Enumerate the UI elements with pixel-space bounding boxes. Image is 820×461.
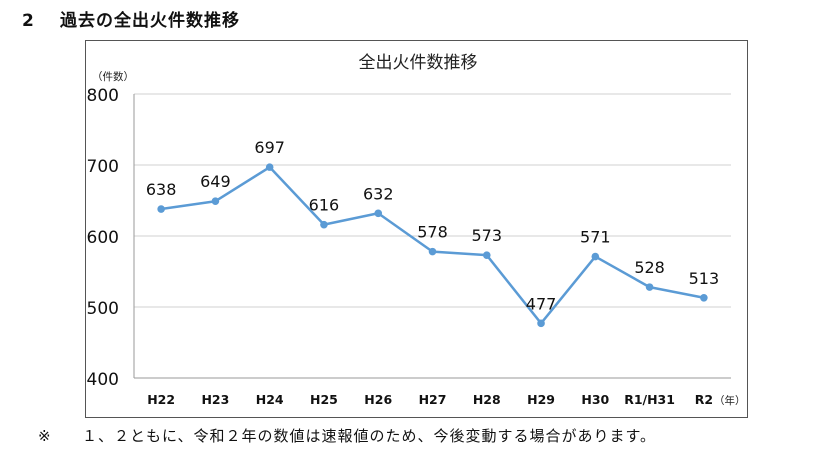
data-point [645,283,654,291]
y-tick-label: 500 [87,299,119,319]
data-label: 571 [580,228,611,247]
chart-frame [85,40,748,418]
data-label: 616 [309,196,340,215]
x-tick-label: H29 [527,392,555,407]
data-point [700,293,708,302]
footnote-mark: ※ [38,427,52,445]
section-number: 2 [22,11,35,31]
y-tick-label: 800 [87,86,119,106]
data-point [265,163,274,171]
y-axis-unit-label: （件数） [92,70,134,83]
x-tick-label: H24 [256,392,284,407]
y-tick-label: 400 [87,370,119,390]
data-point [211,197,220,206]
footnote: ※ １、２ともに、令和２年の数値は速報値のため、今後変動する場合があります。 [38,425,656,446]
series-line [160,165,705,325]
chart-title: 全出火件数推移 [359,53,478,73]
data-label: 649 [200,172,231,191]
x-tick-label: R1/H31 [624,392,675,407]
x-tick-label: H26 [364,392,392,407]
series-layer [157,163,708,328]
x-tick-label: H28 [473,392,501,407]
x-tick-label: H27 [419,392,447,407]
data-point [374,209,383,218]
data-label: 578 [417,223,448,242]
y-tick-label: 700 [87,157,119,177]
data-label: 697 [254,138,285,157]
data-point [537,319,545,328]
x-tick-label: H23 [201,392,229,407]
data-label: 513 [689,269,720,288]
section-heading: 2 過去の全出火件数推移 [22,6,240,31]
footnote-text: １、２ともに、令和２年の数値は速報値のため、今後変動する場合があります。 [82,427,657,445]
x-axis-unit-label: （年） [714,394,746,407]
data-label: 638 [146,180,177,199]
y-tick-label: 600 [87,228,119,248]
data-point [428,247,437,256]
data-label: 632 [363,184,394,203]
data-label: 573 [471,226,502,245]
data-point [591,252,600,261]
x-tick-label: H22 [147,392,175,407]
x-tick-label: R2 [695,392,713,407]
data-label: 528 [634,258,665,277]
data-point [482,251,491,259]
x-tick-label: H25 [310,392,338,407]
data-point [320,220,328,229]
data-label: 477 [526,294,557,313]
grid-layer [134,93,731,379]
data-label-layer: 638 649 697 616 632 578 573 477 571 528 513 [146,138,719,313]
x-tick-label: H30 [581,392,609,407]
data-point [157,205,165,213]
section-title: 過去の全出火件数推移 [60,11,240,31]
axis-layer: 400 500 600 700 800 H22 H23 H24 H25 H26 H27 H28 H29 H… [87,86,713,407]
